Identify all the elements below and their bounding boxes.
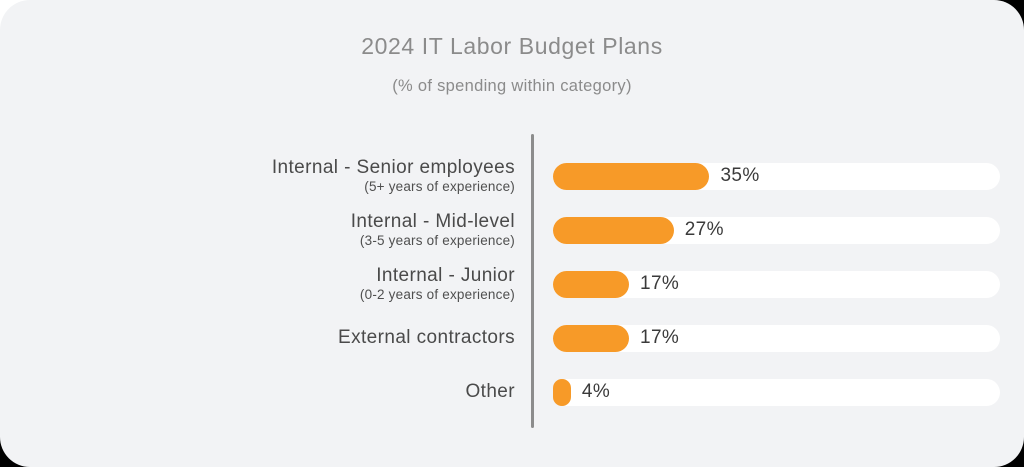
chart-row: Internal - Mid-level (3-5 years of exper… — [0, 203, 1024, 257]
chart-header: 2024 IT Labor Budget Plans (% of spendin… — [0, 0, 1024, 96]
category-label: Other — [465, 380, 515, 402]
category-label: Internal - Junior — [376, 264, 515, 286]
bar-track: 17% — [553, 324, 1000, 352]
value-label: 27% — [684, 219, 724, 240]
category-label: Internal - Senior employees — [271, 156, 515, 178]
chart-row: Internal - Junior (0-2 years of experien… — [0, 257, 1024, 311]
category-label: Internal - Mid-level — [350, 210, 515, 232]
category-sublabel: (5+ years of experience) — [364, 179, 515, 195]
category-labels: Internal - Senior employees (5+ years of… — [0, 157, 515, 195]
value-label: 4% — [581, 381, 611, 402]
category-labels: Other — [0, 381, 515, 403]
bar-fill — [553, 216, 674, 244]
value-label: 17% — [639, 327, 680, 348]
bar-fill — [553, 270, 629, 298]
bar-track: 35% — [553, 162, 1000, 190]
chart-row: Other 4% — [0, 365, 1024, 419]
category-labels: Internal - Mid-level (3-5 years of exper… — [0, 211, 515, 249]
bar-fill — [553, 162, 710, 190]
category-label: External contractors — [338, 326, 515, 348]
bar-track: 27% — [553, 216, 1000, 244]
category-sublabel: (3-5 years of experience) — [359, 233, 515, 249]
chart-subtitle: (% of spending within category) — [392, 77, 632, 95]
category-sublabel: (0-2 years of experience) — [359, 287, 515, 303]
chart-row: External contractors 17% — [0, 311, 1024, 365]
bar-track: 4% — [553, 378, 1000, 406]
axis-baseline — [531, 134, 534, 428]
bar-chart: Internal - Senior employees (5+ years of… — [0, 149, 1024, 419]
bar-fill — [553, 324, 629, 352]
value-label: 35% — [720, 165, 760, 186]
bar-track: 17% — [553, 270, 1000, 298]
chart-title: 2024 IT Labor Budget Plans — [361, 33, 663, 59]
category-labels: Internal - Junior (0-2 years of experien… — [0, 265, 515, 303]
value-label: 17% — [639, 273, 680, 294]
chart-row: Internal - Senior employees (5+ years of… — [0, 149, 1024, 203]
bar-fill — [553, 378, 571, 406]
category-labels: External contractors — [0, 327, 515, 349]
